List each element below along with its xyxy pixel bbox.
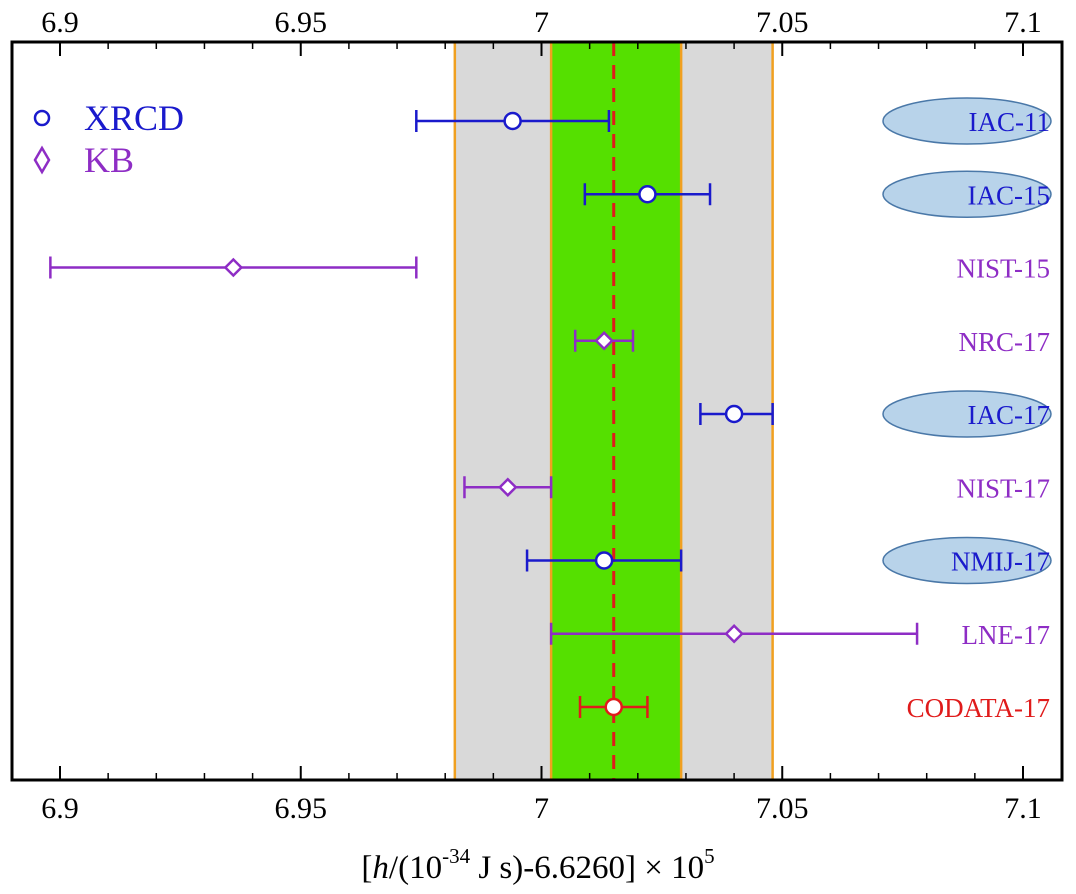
diamond-marker: [724, 623, 744, 644]
diamond-marker: [498, 477, 518, 498]
data-point-nist-15: [49, 256, 418, 279]
row-label-iac-15: IAC-15: [968, 180, 1051, 210]
data-point-iac-15: [583, 183, 712, 206]
label-highlight-ellipse: [882, 536, 1052, 585]
label-highlights: [882, 97, 1052, 585]
x-axis-label-h: h: [372, 850, 389, 886]
circle-marker: [594, 551, 614, 570]
label-highlight-ellipse: [882, 97, 1052, 145]
data-point-nmij-17: [525, 549, 683, 572]
x-axis-label-mid1: /(10: [389, 850, 442, 886]
data-point-codata-17: [578, 696, 649, 718]
row-label-iac-11: IAC-11: [969, 107, 1051, 137]
data-point-lne-17: [549, 622, 919, 645]
data-point-nrc-17: [573, 329, 635, 352]
circle-marker: [638, 185, 657, 204]
data-points: [49, 110, 919, 718]
diamond-marker: [594, 330, 614, 351]
row-label-lne-17: LNE-17: [962, 620, 1050, 650]
circle-marker: [503, 111, 522, 131]
row-label-nist-17: NIST-17: [956, 473, 1050, 503]
x-axis-label: [h/(10-34 J s)-6.6260] × 105: [361, 844, 714, 886]
legend-kb-marker: [33, 145, 51, 175]
top-tick-label: 6.9: [41, 6, 79, 39]
row-labels: IAC-11 IAC-15 NIST-15 NRC-17 IAC-17 NIST-17 NM…: [907, 107, 1050, 723]
row-label-nist-15: NIST-15: [956, 254, 1050, 284]
axis-ticks: 6.9 6.9 6.95 6.95 7 7 7.05 7.05 7.1 7.1: [41, 6, 1042, 825]
legend-xrcd-label: XRCD: [84, 98, 184, 138]
bottom-tick-label: 6.95: [275, 792, 328, 825]
x-axis-label-sup1: -34: [442, 844, 470, 868]
row-label-iac-17: IAC-17: [968, 400, 1051, 430]
plot-frame: [10, 40, 1064, 782]
top-tick-label: 7: [534, 6, 549, 39]
inner-band: [551, 42, 682, 780]
row-label-nrc-17: NRC-17: [958, 327, 1050, 357]
circle-marker: [724, 404, 744, 424]
bottom-tick-label: 7.05: [756, 792, 809, 825]
bottom-tick-label: 6.9: [41, 792, 79, 825]
uncertainty-bands: [453, 42, 774, 780]
legend: XRCD KB: [33, 98, 184, 180]
x-axis-label-sup2: 5: [704, 844, 715, 868]
data-point-nist-17: [463, 476, 553, 499]
legend-xrcd-marker: [33, 109, 51, 127]
row-label-codata-17: CODATA-17: [907, 693, 1050, 723]
top-tick-label: 6.95: [275, 6, 328, 39]
top-tick-label: 7.05: [756, 6, 809, 39]
label-highlight-ellipse: [882, 170, 1052, 218]
top-tick-label: 7.1: [1004, 6, 1042, 39]
circle-marker: [604, 697, 623, 717]
label-highlight-ellipse: [882, 390, 1052, 438]
diamond-marker: [223, 257, 244, 278]
bottom-tick-label: 7.1: [1004, 792, 1042, 825]
data-point-iac-17: [699, 403, 774, 425]
x-axis-label-mid2: J s)-6.6260] × 10: [470, 850, 704, 886]
x-axis-label-open: [: [361, 850, 372, 886]
data-point-iac-11: [415, 110, 611, 132]
row-label-nmij-17: NMIJ-17: [951, 547, 1050, 577]
bottom-tick-label: 7: [534, 792, 549, 825]
legend-kb-label: KB: [84, 140, 134, 180]
